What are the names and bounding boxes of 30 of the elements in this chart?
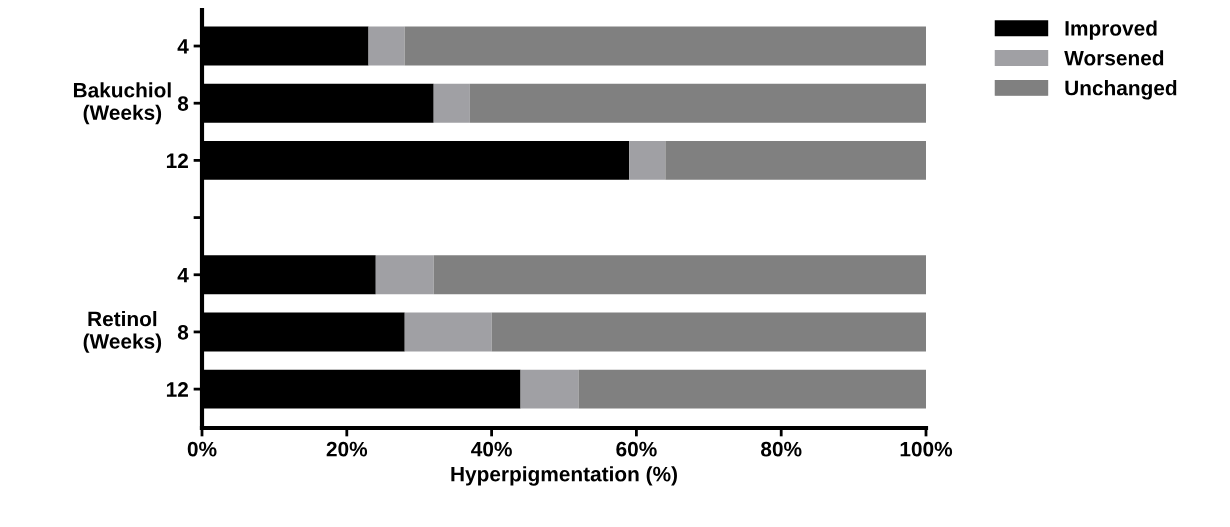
x-tick-label: 0%	[187, 441, 217, 457]
y-tick-label: 4	[177, 39, 189, 54]
legend-label: Worsened	[1064, 50, 1164, 66]
bar	[469, 83, 926, 123]
text: Retinol (Weeks)	[83, 311, 162, 353]
bar	[433, 255, 926, 295]
bar	[433, 83, 470, 123]
y-tick-label: 8	[177, 324, 189, 340]
x-tick-label: 20%	[326, 441, 368, 457]
bar	[520, 369, 579, 409]
bar	[629, 140, 666, 180]
x-tick-label: 40%	[471, 441, 512, 457]
y-tick-label: 12	[166, 153, 188, 168]
bar	[368, 26, 405, 66]
legend-label: Unchanged	[1065, 80, 1177, 100]
bar	[665, 140, 926, 180]
bar	[578, 369, 926, 409]
x-tick-label: 80%	[761, 441, 802, 457]
x-tick-label: 60%	[616, 441, 657, 457]
legend-label: Improved	[1065, 20, 1157, 40]
x-axis-title: Hyperpigmentation (%)	[451, 466, 677, 486]
bar	[404, 26, 926, 66]
bar	[404, 312, 492, 352]
bar	[375, 255, 434, 295]
y-tick-label: 8	[177, 96, 189, 111]
bar	[491, 312, 926, 352]
y-tick-label: 4	[177, 267, 189, 283]
y-tick-label: 12	[166, 382, 188, 397]
text: Bakuchiol (Weeks)	[73, 82, 171, 125]
x-tick-label: 100%	[900, 441, 953, 457]
